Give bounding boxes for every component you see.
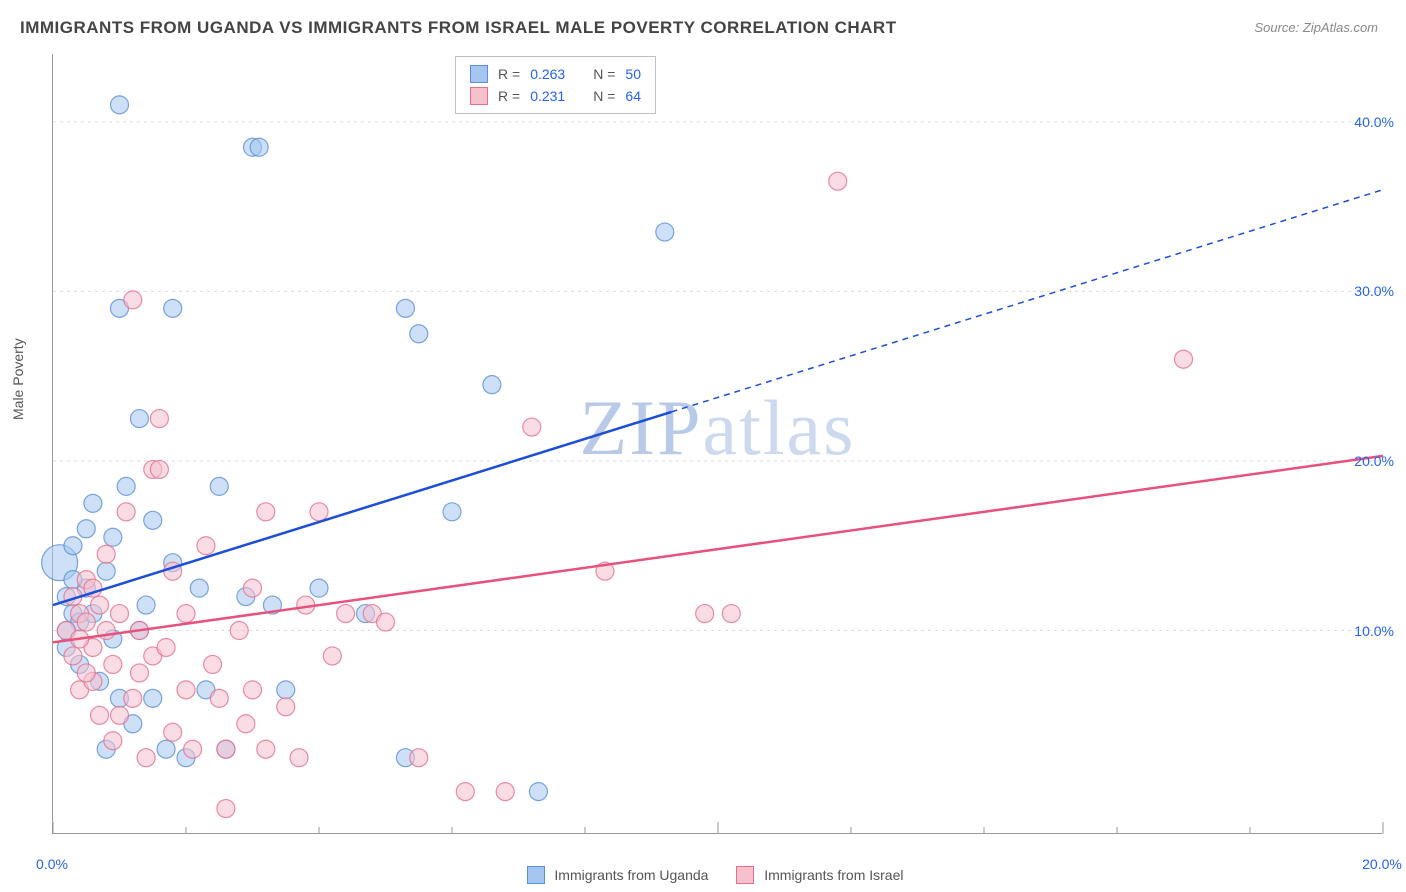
r-label: R = xyxy=(498,66,520,82)
legend-stats-row: R = 0.231 N = 64 xyxy=(470,85,641,107)
legend-label: Immigrants from Israel xyxy=(764,867,903,883)
legend-label: Immigrants from Uganda xyxy=(554,867,708,883)
r-label: R = xyxy=(498,88,520,104)
y-tick-label: 30.0% xyxy=(1354,283,1394,299)
x-tick-label: 20.0% xyxy=(1362,856,1402,872)
plot-area: ZIPatlas xyxy=(52,54,1382,834)
correlation-chart: IMMIGRANTS FROM UGANDA VS IMMIGRANTS FRO… xyxy=(0,0,1406,892)
chart-title: IMMIGRANTS FROM UGANDA VS IMMIGRANTS FRO… xyxy=(20,18,897,38)
legend-swatch xyxy=(470,87,488,105)
legend-swatch xyxy=(736,866,754,884)
chart-source: Source: ZipAtlas.com xyxy=(1254,20,1378,35)
y-tick-label: 10.0% xyxy=(1354,623,1394,639)
legend-series: Immigrants from Uganda Immigrants from I… xyxy=(0,866,1406,884)
legend-swatch xyxy=(527,866,545,884)
plot-svg xyxy=(53,54,1383,834)
legend-stats: R = 0.263 N = 50 R = 0.231 N = 64 xyxy=(455,56,656,114)
x-tick-label: 0.0% xyxy=(36,856,68,872)
legend-swatch xyxy=(470,65,488,83)
r-value: 0.263 xyxy=(530,66,565,82)
n-value: 64 xyxy=(625,88,641,104)
y-tick-label: 20.0% xyxy=(1354,453,1394,469)
legend-stats-row: R = 0.263 N = 50 xyxy=(470,63,641,85)
y-axis-label: Male Poverty xyxy=(10,338,26,420)
n-label: N = xyxy=(593,66,615,82)
y-tick-label: 40.0% xyxy=(1354,114,1394,130)
r-value: 0.231 xyxy=(530,88,565,104)
n-label: N = xyxy=(593,88,615,104)
n-value: 50 xyxy=(625,66,641,82)
